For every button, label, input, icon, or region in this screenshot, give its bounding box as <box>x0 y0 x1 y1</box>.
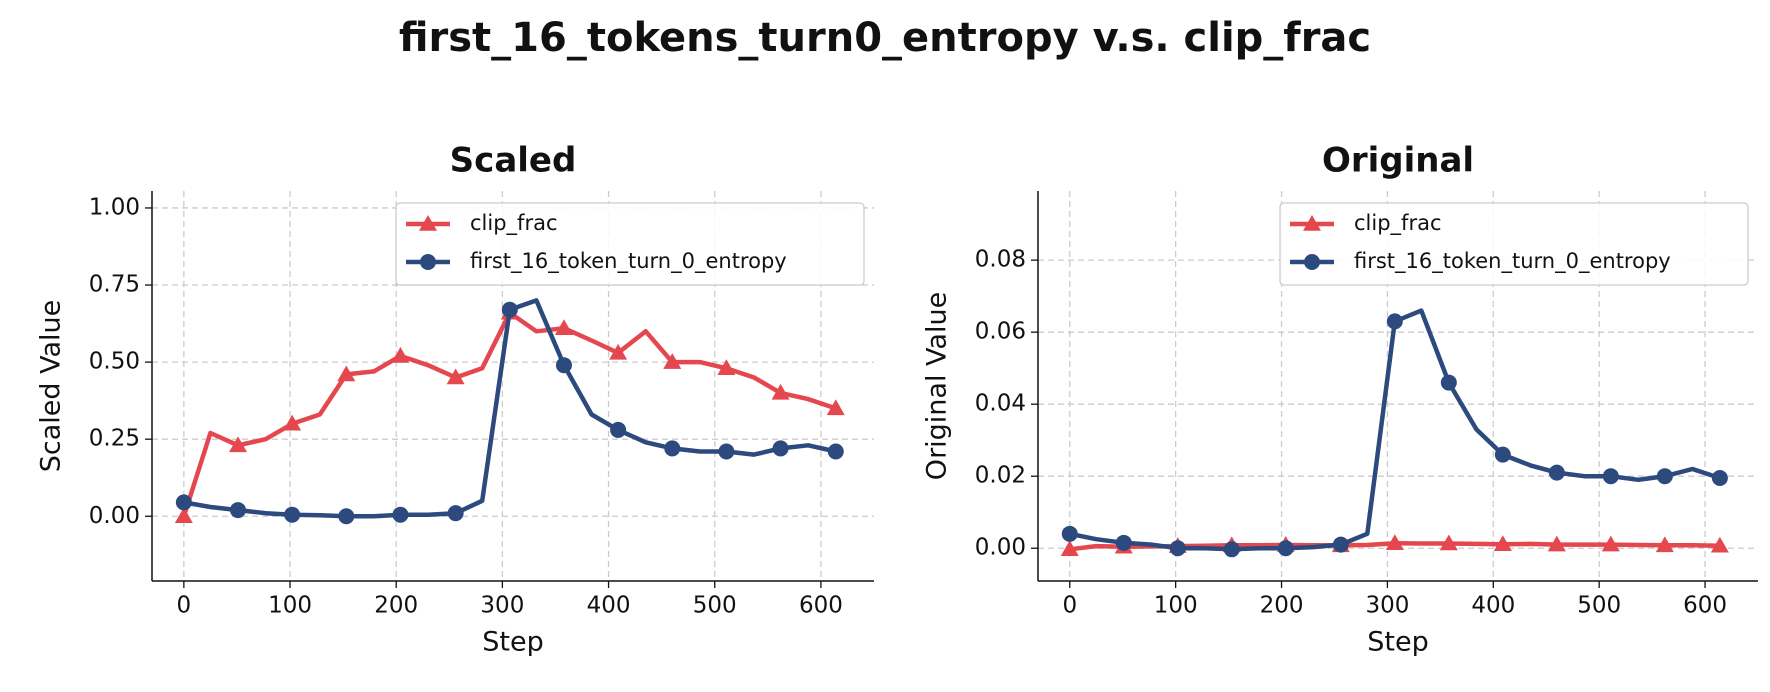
marker <box>1332 536 1349 553</box>
y-tick-label: 0.25 <box>89 426 140 452</box>
legend-label: clip_frac <box>470 211 558 236</box>
y-tick-label: 0.00 <box>89 503 140 529</box>
marker <box>1547 535 1566 552</box>
marker <box>391 346 410 363</box>
marker <box>1655 536 1674 553</box>
y-tick-label: 0.04 <box>975 391 1026 417</box>
y-tick-label: 0.08 <box>975 247 1026 273</box>
marker <box>1602 468 1619 485</box>
y-axis-label: Original Value <box>922 292 953 480</box>
marker <box>420 254 436 270</box>
marker <box>610 421 627 438</box>
marker <box>663 353 682 369</box>
marker <box>230 502 247 519</box>
y-tick-label: 0.50 <box>89 349 140 375</box>
marker <box>1439 534 1458 551</box>
marker <box>1115 534 1132 551</box>
marker <box>337 365 356 382</box>
x-tick-label: 0 <box>177 593 192 619</box>
marker <box>1223 541 1240 558</box>
subplot-title: Original <box>1322 141 1474 181</box>
legend-box <box>395 202 865 286</box>
marker <box>826 399 845 416</box>
y-tick-label: 0.00 <box>975 535 1026 561</box>
figure-title: first_16_tokens_turn0_entropy v.s. clip_… <box>399 15 1371 61</box>
marker <box>555 357 572 374</box>
marker <box>338 508 355 525</box>
marker <box>1061 525 1078 542</box>
x-axis-label: Step <box>1367 627 1428 658</box>
marker <box>1169 540 1186 557</box>
marker <box>827 443 844 460</box>
x-tick-label: 500 <box>693 593 737 619</box>
x-axis-label: Step <box>482 627 543 658</box>
marker <box>1601 535 1620 552</box>
y-tick-label: 0.02 <box>975 463 1026 489</box>
x-tick-label: 600 <box>799 593 843 619</box>
marker <box>664 440 681 457</box>
y-axis-label: Scaled Value <box>36 300 67 473</box>
marker <box>1385 534 1404 550</box>
marker <box>1493 535 1512 552</box>
x-tick-label: 300 <box>480 593 524 619</box>
marker <box>229 436 248 453</box>
x-tick-label: 300 <box>1365 593 1409 619</box>
marker <box>1440 374 1457 391</box>
marker <box>283 414 302 431</box>
legend-box <box>1279 202 1749 286</box>
x-tick-label: 600 <box>1683 593 1727 619</box>
series-line <box>181 310 837 517</box>
x-tick-label: 100 <box>1154 593 1198 619</box>
marker <box>419 215 437 231</box>
marker <box>1710 536 1729 553</box>
marker <box>772 440 789 457</box>
marker <box>1494 446 1511 463</box>
marker <box>447 505 464 522</box>
marker <box>1303 215 1321 231</box>
x-tick-label: 500 <box>1577 593 1621 619</box>
marker <box>1548 464 1565 481</box>
marker <box>609 343 628 360</box>
marker <box>284 506 301 523</box>
marker <box>1277 540 1294 557</box>
y-tick-label: 0.06 <box>975 319 1026 345</box>
x-tick-label: 200 <box>374 593 418 619</box>
marker <box>392 506 409 523</box>
legend-label: first_16_token_turn_0_entropy <box>470 249 787 274</box>
y-tick-label: 1.00 <box>89 194 140 220</box>
marker <box>1060 540 1079 557</box>
y-tick-label: 0.75 <box>89 272 140 298</box>
marker <box>1304 254 1320 270</box>
marker <box>1386 313 1403 330</box>
x-tick-label: 400 <box>587 593 631 619</box>
series-line <box>1069 308 1721 552</box>
series-line <box>183 298 837 519</box>
marker <box>174 507 193 524</box>
x-tick-label: 0 <box>1062 593 1077 619</box>
marker <box>1711 470 1728 487</box>
marker <box>771 383 790 400</box>
marker <box>718 443 735 460</box>
marker <box>501 301 518 318</box>
marker <box>554 319 573 335</box>
subplot-title: Scaled <box>450 141 577 181</box>
legend-label: clip_frac <box>1354 211 1442 236</box>
marker <box>175 494 192 511</box>
marker <box>717 359 736 376</box>
legend-label: first_16_token_turn_0_entropy <box>1354 249 1671 274</box>
x-tick-label: 100 <box>268 593 312 619</box>
marker <box>1656 468 1673 485</box>
marker <box>446 368 465 385</box>
x-tick-label: 400 <box>1471 593 1515 619</box>
x-tick-label: 200 <box>1260 593 1304 619</box>
